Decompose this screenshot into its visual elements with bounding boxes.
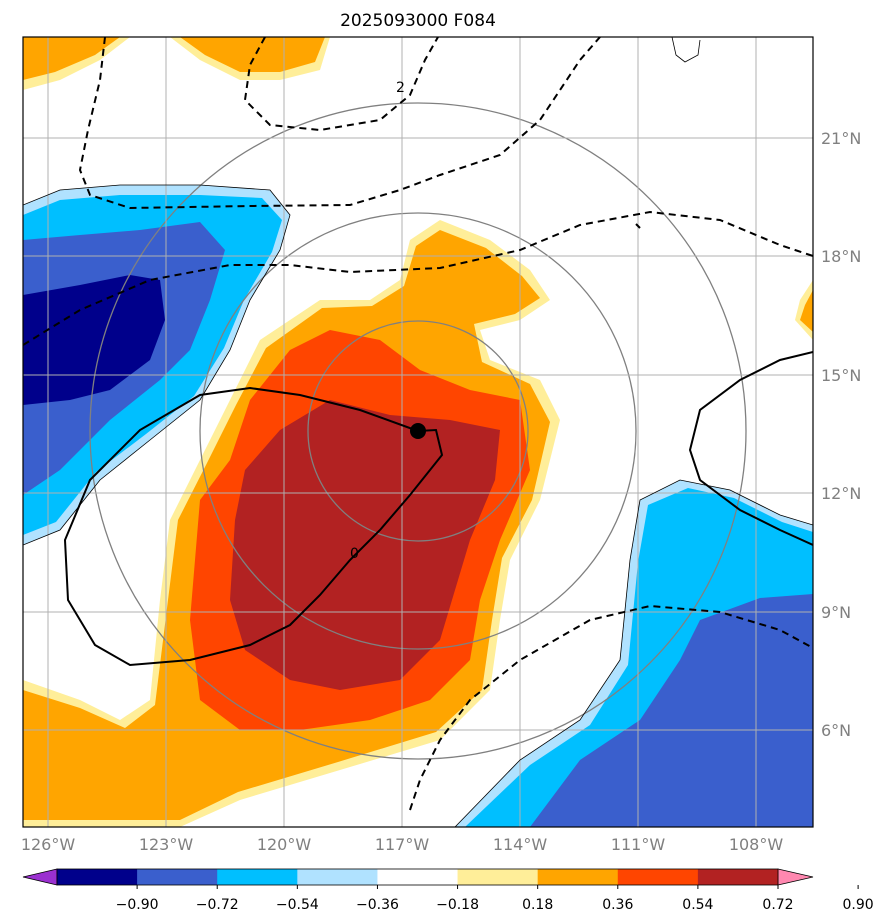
longitude-labels: 126°W 123°W 120°W 117°W 114°W 111°W 108°… [21,835,784,854]
colorbar-tick-label: 0.18 [522,897,553,913]
colorbar-segment [537,869,619,885]
latitude-labels: 21°N 18°N 15°N 12°N 9°N 6°N [821,129,861,740]
map-frame [22,36,814,828]
colorbar-tick-label: 0.72 [762,897,793,913]
colorbar-extend-high [777,868,814,886]
colorbar-segment [57,869,138,885]
map-title: 2025093000 F084 [340,11,496,31]
colorbar-segment [457,869,539,885]
map-field: 2 0 [23,37,813,827]
contour-label-0: 0 [350,546,359,562]
positive-region-east-edge-orange [800,290,813,332]
range-ring-outer [89,102,747,760]
negative-region-northwest-navy [23,275,165,405]
colorbar-segment [137,869,218,885]
colorbar-tick-label: −0.18 [436,897,479,913]
colorbar-segment [297,869,378,885]
storm-center-marker [410,423,426,439]
lon-label: 120°W [257,835,312,854]
lon-label: 126°W [21,835,76,854]
colorbar-border [56,868,779,886]
colorbar-segment [697,869,779,885]
lon-label: 117°W [375,835,430,854]
lat-label: 12°N [821,484,861,503]
lat-label: 15°N [821,366,861,385]
thin-contours [23,37,813,827]
colorbar-tick-label: −0.36 [356,897,399,913]
lat-label: 6°N [821,721,851,740]
colorbar-tick-label: −0.72 [196,897,239,913]
dashed-contours [23,37,813,811]
colorbar-tick-label: −0.54 [276,897,319,913]
colorbar-tick-label: −0.90 [116,897,159,913]
colorbar-tick-label: 0.54 [682,897,713,913]
lat-label: 21°N [821,129,861,148]
contour-label-2: 2 [396,80,405,96]
colorbar: −0.90 −0.72 −0.54 −0.36 −0.18 0.18 0.36 0.54 0.7… [22,868,874,913]
lat-label: 9°N [821,603,851,622]
lon-label: 114°W [493,835,548,854]
colorbar-segment [617,869,699,885]
lat-label: 18°N [821,247,861,266]
colorbar-segment [217,869,298,885]
negative-region-southeast-blue [530,594,813,827]
range-rings [89,102,747,760]
lon-label: 123°W [139,835,194,854]
range-ring-middle [199,212,637,650]
lon-label: 108°W [729,835,784,854]
colorbar-tick-label: 0.36 [602,897,633,913]
colorbar-segment [377,869,459,885]
colorbar-extend-low [22,868,58,886]
solid-contours [63,351,813,667]
range-ring-inner [307,320,529,542]
gridlines [23,37,813,827]
lon-label: 111°W [611,835,666,854]
colorbar-tick-label: 0.90 [843,897,874,913]
